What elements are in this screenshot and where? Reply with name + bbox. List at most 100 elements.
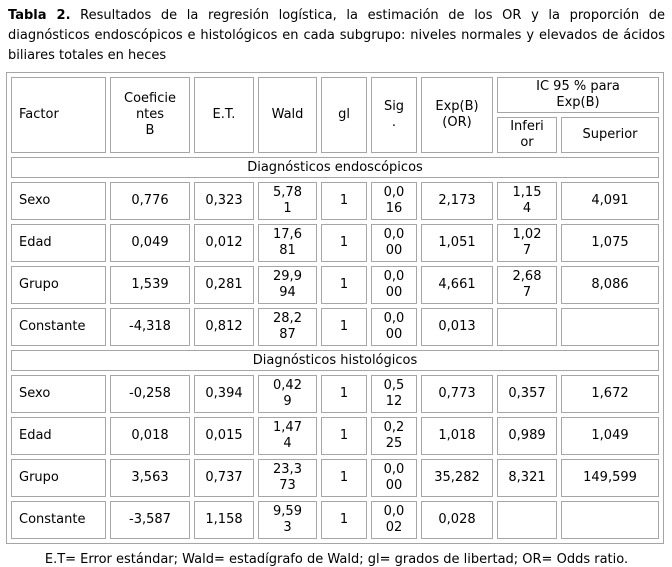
- col-header-exp-b: Exp(B) (OR): [421, 77, 493, 153]
- ic-inferior-cell: 2,68 7: [497, 266, 557, 304]
- et-cell: 0,015: [194, 417, 254, 455]
- gl-cell: 1: [321, 182, 367, 220]
- exp-b-cell: 1,018: [421, 417, 493, 455]
- coef-b-cell: 3,563: [110, 459, 190, 497]
- exp-b-cell: 1,051: [421, 224, 493, 262]
- et-cell: 0,281: [194, 266, 254, 304]
- et-cell: 1,158: [194, 501, 254, 539]
- table-row: Grupo 1,539 0,281 29,9 94 1 0,0 00 4,661…: [11, 266, 660, 304]
- et-cell: 0,323: [194, 182, 254, 220]
- ic-inferior-cell: 1,15 4: [497, 182, 557, 220]
- wald-cell: 17,6 81: [258, 224, 317, 262]
- gl-cell: 1: [321, 459, 367, 497]
- col-header-inferior: Inferi or: [497, 117, 557, 153]
- gl-cell: 1: [321, 308, 367, 346]
- ic-inferior-cell: 0,989: [497, 417, 557, 455]
- ic-inferior-cell: 0,357: [497, 375, 557, 413]
- ic-inferior-cell: 8,321: [497, 459, 557, 497]
- et-cell: 0,012: [194, 224, 254, 262]
- col-header-gl: gl: [321, 77, 367, 153]
- ic-superior-cell: [561, 501, 660, 539]
- sig-cell: 0,2 25: [371, 417, 417, 455]
- et-cell: 0,737: [194, 459, 254, 497]
- sig-cell: 0,0 00: [371, 308, 417, 346]
- table-row: Grupo 3,563 0,737 23,3 73 1 0,0 00 35,28…: [11, 459, 660, 497]
- exp-b-cell: 2,173: [421, 182, 493, 220]
- wald-cell: 1,47 4: [258, 417, 317, 455]
- ic-superior-cell: 1,049: [561, 417, 660, 455]
- et-cell: 0,394: [194, 375, 254, 413]
- ic-inferior-cell: [497, 501, 557, 539]
- coef-b-cell: 0,018: [110, 417, 190, 455]
- section-header-endoscopicos: Diagnósticos endoscópicos: [11, 157, 660, 178]
- col-header-et: E.T.: [194, 77, 254, 153]
- et-cell: 0,812: [194, 308, 254, 346]
- table-row: Sexo -0,258 0,394 0,42 9 1 0,5 12 0,773 …: [11, 375, 660, 413]
- table-row: Edad 0,049 0,012 17,6 81 1 0,0 00 1,051 …: [11, 224, 660, 262]
- ic-superior-cell: 149,599: [561, 459, 660, 497]
- factor-cell: Grupo: [11, 459, 106, 497]
- gl-cell: 1: [321, 224, 367, 262]
- table-footnote: E.T= Error estándar; Wald= estadígrafo d…: [44, 552, 629, 567]
- factor-cell: Grupo: [11, 266, 106, 304]
- ic-inferior-cell: 1,02 7: [497, 224, 557, 262]
- exp-b-cell: 0,773: [421, 375, 493, 413]
- wald-cell: 29,9 94: [258, 266, 317, 304]
- factor-cell: Edad: [11, 224, 106, 262]
- wald-cell: 28,2 87: [258, 308, 317, 346]
- col-header-sig: Sig .: [371, 77, 417, 153]
- factor-cell: Edad: [11, 417, 106, 455]
- coef-b-cell: -0,258: [110, 375, 190, 413]
- regression-results-table: Factor Coeficie ntes B E.T. Wald gl Sig …: [6, 72, 665, 544]
- ic-inferior-cell: [497, 308, 557, 346]
- exp-b-cell: 0,028: [421, 501, 493, 539]
- sig-cell: 0,0 00: [371, 266, 417, 304]
- ic-superior-cell: 1,672: [561, 375, 660, 413]
- table-caption: Tabla 2. Resultados de la regresión logí…: [8, 6, 665, 66]
- table-caption-label: Tabla 2.: [8, 8, 71, 23]
- table-row: Constante -4,318 0,812 28,2 87 1 0,0 00 …: [11, 308, 660, 346]
- gl-cell: 1: [321, 501, 367, 539]
- col-header-factor: Factor: [11, 77, 106, 153]
- col-header-coeficientes-b: Coeficie ntes B: [110, 77, 190, 153]
- table-row: Sexo 0,776 0,323 5,78 1 1 0,0 16 2,173 1…: [11, 182, 660, 220]
- coef-b-cell: 0,049: [110, 224, 190, 262]
- exp-b-cell: 35,282: [421, 459, 493, 497]
- factor-cell: Sexo: [11, 182, 106, 220]
- sig-cell: 0,0 16: [371, 182, 417, 220]
- ic-superior-cell: 8,086: [561, 266, 660, 304]
- coef-b-cell: -4,318: [110, 308, 190, 346]
- factor-cell: Constante: [11, 501, 106, 539]
- section-title: Diagnósticos endoscópicos: [11, 157, 660, 178]
- coef-b-cell: -3,587: [110, 501, 190, 539]
- factor-cell: Sexo: [11, 375, 106, 413]
- ic-superior-cell: 4,091: [561, 182, 660, 220]
- exp-b-cell: 4,661: [421, 266, 493, 304]
- gl-cell: 1: [321, 417, 367, 455]
- sig-cell: 0,5 12: [371, 375, 417, 413]
- col-header-wald: Wald: [258, 77, 317, 153]
- section-header-histologicos: Diagnósticos histológicos: [11, 350, 660, 371]
- coef-b-cell: 1,539: [110, 266, 190, 304]
- table-row: Constante -3,587 1,158 9,59 3 1 0,0 02 0…: [11, 501, 660, 539]
- wald-cell: 23,3 73: [258, 459, 317, 497]
- ic-superior-cell: 1,075: [561, 224, 660, 262]
- wald-cell: 0,42 9: [258, 375, 317, 413]
- sig-cell: 0,0 00: [371, 224, 417, 262]
- exp-b-cell: 0,013: [421, 308, 493, 346]
- section-title: Diagnósticos histológicos: [11, 350, 660, 371]
- table-caption-text: Resultados de la regresión logística, la…: [8, 8, 665, 63]
- wald-cell: 5,78 1: [258, 182, 317, 220]
- header-row-2: Inferi or Superior: [11, 117, 660, 153]
- table-row: Edad 0,018 0,015 1,47 4 1 0,2 25 1,018 0…: [11, 417, 660, 455]
- sig-cell: 0,0 00: [371, 459, 417, 497]
- factor-cell: Constante: [11, 308, 106, 346]
- header-row-1: Factor Coeficie ntes B E.T. Wald gl Sig …: [11, 77, 660, 153]
- gl-cell: 1: [321, 266, 367, 304]
- wald-cell: 9,59 3: [258, 501, 317, 539]
- coef-b-cell: 0,776: [110, 182, 190, 220]
- sig-cell: 0,0 02: [371, 501, 417, 539]
- col-header-ic95: IC 95 % para Exp(B): [497, 77, 660, 113]
- ic-superior-cell: [561, 308, 660, 346]
